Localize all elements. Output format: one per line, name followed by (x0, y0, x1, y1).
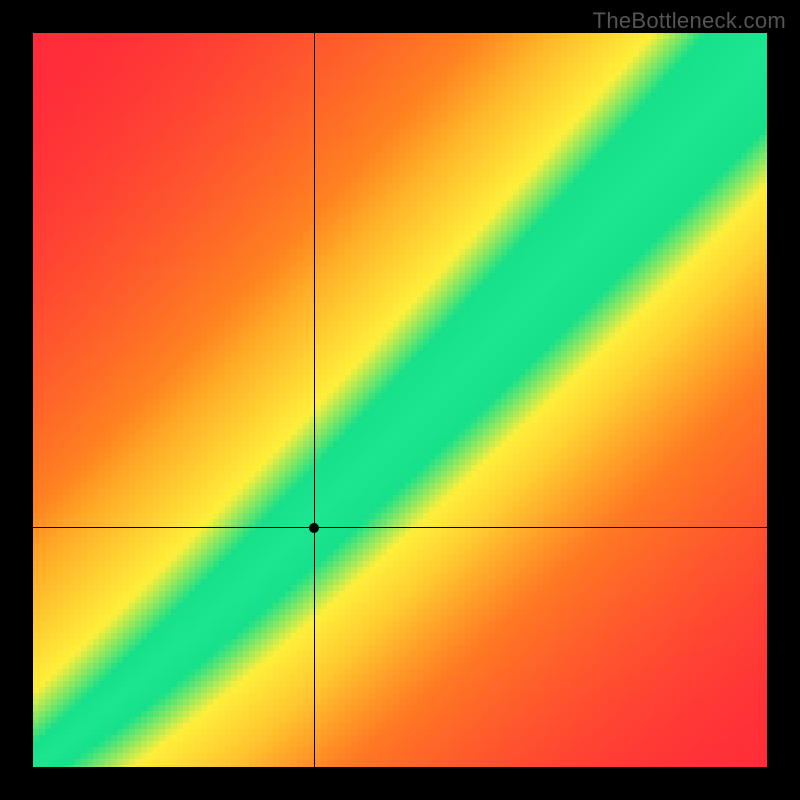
chart-frame: TheBottleneck.com (0, 0, 800, 800)
heatmap-plot (33, 33, 767, 767)
crosshair-vertical (314, 33, 315, 767)
watermark-text: TheBottleneck.com (593, 8, 786, 34)
crosshair-marker (309, 523, 319, 533)
heatmap-canvas (33, 33, 767, 767)
crosshair-horizontal (33, 527, 767, 528)
